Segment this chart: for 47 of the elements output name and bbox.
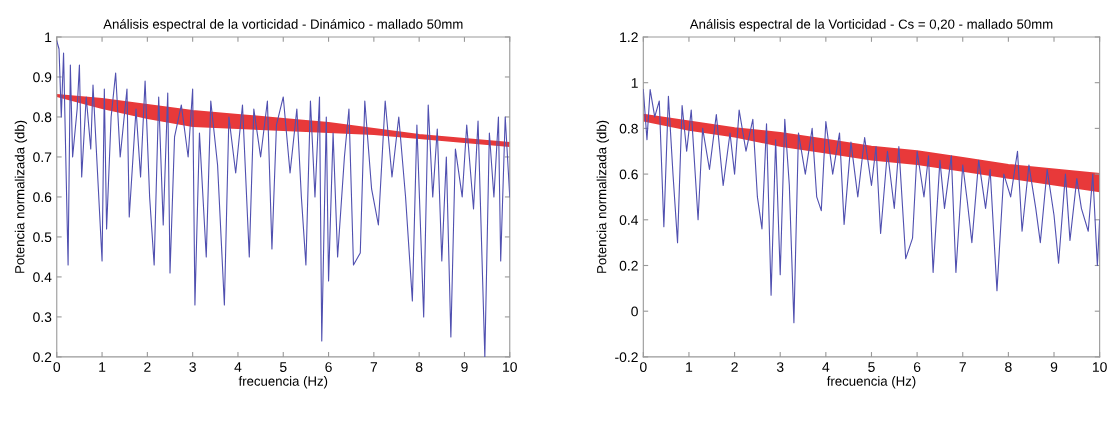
y-tick-label: 0.2 xyxy=(619,260,638,271)
y-tick-label: 1 xyxy=(45,32,52,43)
y-tick-label: 0.7 xyxy=(33,152,52,163)
y-tick-label: 0.5 xyxy=(33,232,52,243)
x-tick-label: 6 xyxy=(913,362,921,372)
x-axis-title: frecuencia (Hz) xyxy=(238,376,328,389)
y-tick-label: 0 xyxy=(631,306,638,317)
x-axis-title: frecuencia (Hz) xyxy=(826,376,916,389)
x-tick-label: 1 xyxy=(99,362,106,372)
y-tick-label: 0.3 xyxy=(33,312,52,323)
x-tick-label: 2 xyxy=(731,362,738,372)
x-tick-label: 0 xyxy=(639,362,647,372)
x-tick-label: 10 xyxy=(503,362,517,372)
y-tick-label: 0.4 xyxy=(33,272,52,283)
y-tick-label: -0.2 xyxy=(615,352,638,363)
line-series xyxy=(643,88,1100,324)
y-axis-title: Potencia normalizada (db) xyxy=(596,120,609,273)
x-tick-label: 4 xyxy=(234,362,242,372)
x-tick-label: 6 xyxy=(325,362,332,372)
y-tick-label: 0.2 xyxy=(33,352,52,363)
y-tick-label: 0.9 xyxy=(33,72,52,83)
y-tick-label: 1 xyxy=(631,78,638,88)
y-tick-label: 0.8 xyxy=(619,123,638,134)
x-tick-label: 8 xyxy=(415,362,423,372)
x-tick-label: 10 xyxy=(1092,362,1107,372)
x-tick-label: 7 xyxy=(370,362,378,372)
x-tick-label: 1 xyxy=(686,362,693,372)
x-tick-label: 0 xyxy=(53,362,61,372)
x-tick-label: 7 xyxy=(959,362,966,372)
y-tick-label: 0.8 xyxy=(33,112,52,123)
y-axis-title: Potencia normalizada (db) xyxy=(14,120,28,273)
line-series xyxy=(56,40,510,357)
x-tick-label: 3 xyxy=(189,362,196,372)
x-tick-label: 8 xyxy=(1005,362,1012,372)
x-tick-label: 2 xyxy=(144,362,151,372)
x-tick-label: 9 xyxy=(461,362,468,372)
chart-title: Análisis espectral de la vorticidad - Dinámico - mallado 50mm xyxy=(103,18,463,32)
y-tick-label: 0.6 xyxy=(619,169,638,180)
y-tick-label: 0.6 xyxy=(33,192,52,203)
y-tick-label: 1.2 xyxy=(620,32,638,43)
x-tick-label: 4 xyxy=(822,362,830,372)
chart-title: Análisis espectral de la Vorticidad - Cs = 0,20 - mallado 50mm xyxy=(689,18,1053,32)
x-tick-label: 5 xyxy=(868,362,875,372)
x-tick-label: 9 xyxy=(1050,362,1058,372)
x-tick-label: 5 xyxy=(279,362,287,372)
y-tick-label: 0.4 xyxy=(619,215,639,225)
x-tick-label: 3 xyxy=(776,362,784,372)
